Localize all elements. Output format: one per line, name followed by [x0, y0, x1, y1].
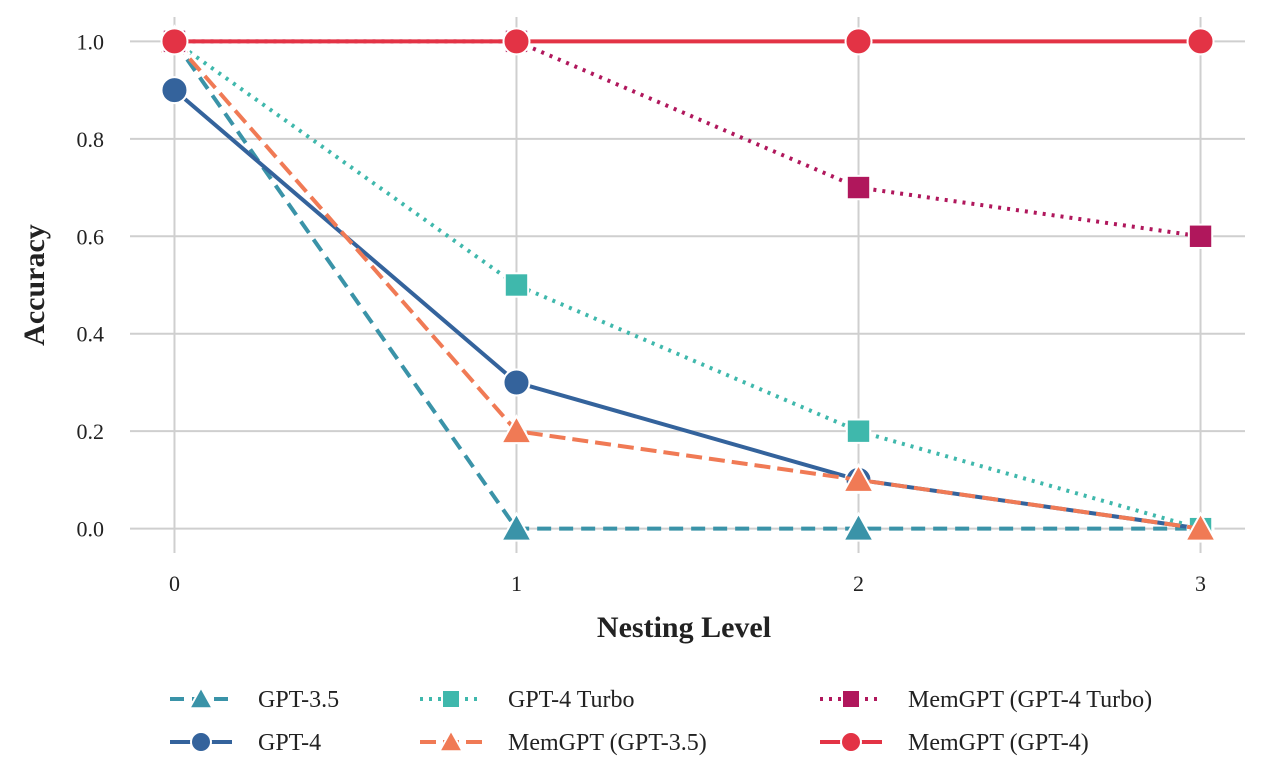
series-0 [157, 24, 1218, 542]
data-point [1183, 511, 1218, 542]
y-tick-label: 1.0 [77, 29, 105, 54]
grid [130, 17, 1245, 553]
legend-label: MemGPT (GPT-4) [908, 730, 1089, 756]
axis-ticks: 0 1 2 3 0.0 0.2 0.4 0.6 0.8 1.0 [77, 29, 1207, 596]
legend-label: GPT-4 Turbo [508, 687, 635, 713]
legend-label: MemGPT (GPT-4 Turbo) [908, 687, 1152, 713]
legend-label: GPT-4 [258, 730, 321, 756]
legend-label: MemGPT (GPT-3.5) [508, 730, 707, 756]
y-tick-label: 0.8 [77, 127, 105, 152]
y-tick-label: 0.4 [77, 322, 105, 347]
legend-label: GPT-3.5 [258, 687, 339, 713]
y-axis-title: Accuracy [18, 224, 51, 346]
y-tick-label: 0.2 [77, 419, 105, 444]
data-point [502, 27, 531, 56]
legend-marker [190, 731, 212, 753]
legend-marker [441, 689, 461, 709]
y-tick-label: 0.0 [77, 517, 105, 542]
data-point [503, 272, 530, 298]
series-5 [160, 27, 1215, 56]
series-3 [157, 24, 1218, 542]
data-point [845, 418, 872, 444]
legend-item: GPT-4 Turbo [420, 687, 635, 713]
series-1 [160, 76, 1215, 543]
series-line [172, 40, 1201, 531]
x-axis-title: Nesting Level [597, 611, 771, 644]
data-point [499, 414, 534, 445]
legend-item: GPT-4 [170, 730, 321, 756]
legend-item: MemGPT (GPT-4 Turbo) [820, 687, 1152, 713]
data-point [1187, 223, 1214, 249]
data-point [841, 462, 876, 493]
legend-item: MemGPT (GPT-3.5) [420, 728, 707, 756]
data-point [502, 368, 531, 397]
data-point [841, 511, 876, 542]
legend-marker [841, 689, 861, 709]
series-line [172, 40, 1201, 531]
series-2 [161, 28, 1214, 542]
data-point [160, 27, 189, 56]
legend-marker [187, 685, 215, 710]
data-point [845, 174, 872, 201]
x-tick-label: 2 [853, 571, 864, 596]
legend-item: GPT-3.5 [170, 685, 339, 713]
series-line [173, 88, 1201, 531]
legend: GPT-3.5 GPT-4 GPT-4 Turbo MemGPT (GPT-3.5) M… [170, 685, 1152, 756]
data-point [499, 511, 534, 542]
series-line [173, 39, 1202, 531]
legend-marker [840, 731, 862, 753]
x-tick-label: 0 [169, 571, 180, 596]
legend-item: MemGPT (GPT-4) [820, 730, 1089, 756]
data-point [844, 27, 873, 56]
data-point [160, 76, 189, 105]
data-point [1186, 27, 1215, 56]
legend-marker [437, 728, 465, 753]
series-lines [157, 24, 1218, 543]
y-tick-label: 0.6 [77, 224, 105, 249]
x-tick-label: 3 [1195, 571, 1206, 596]
x-tick-label: 1 [511, 571, 522, 596]
